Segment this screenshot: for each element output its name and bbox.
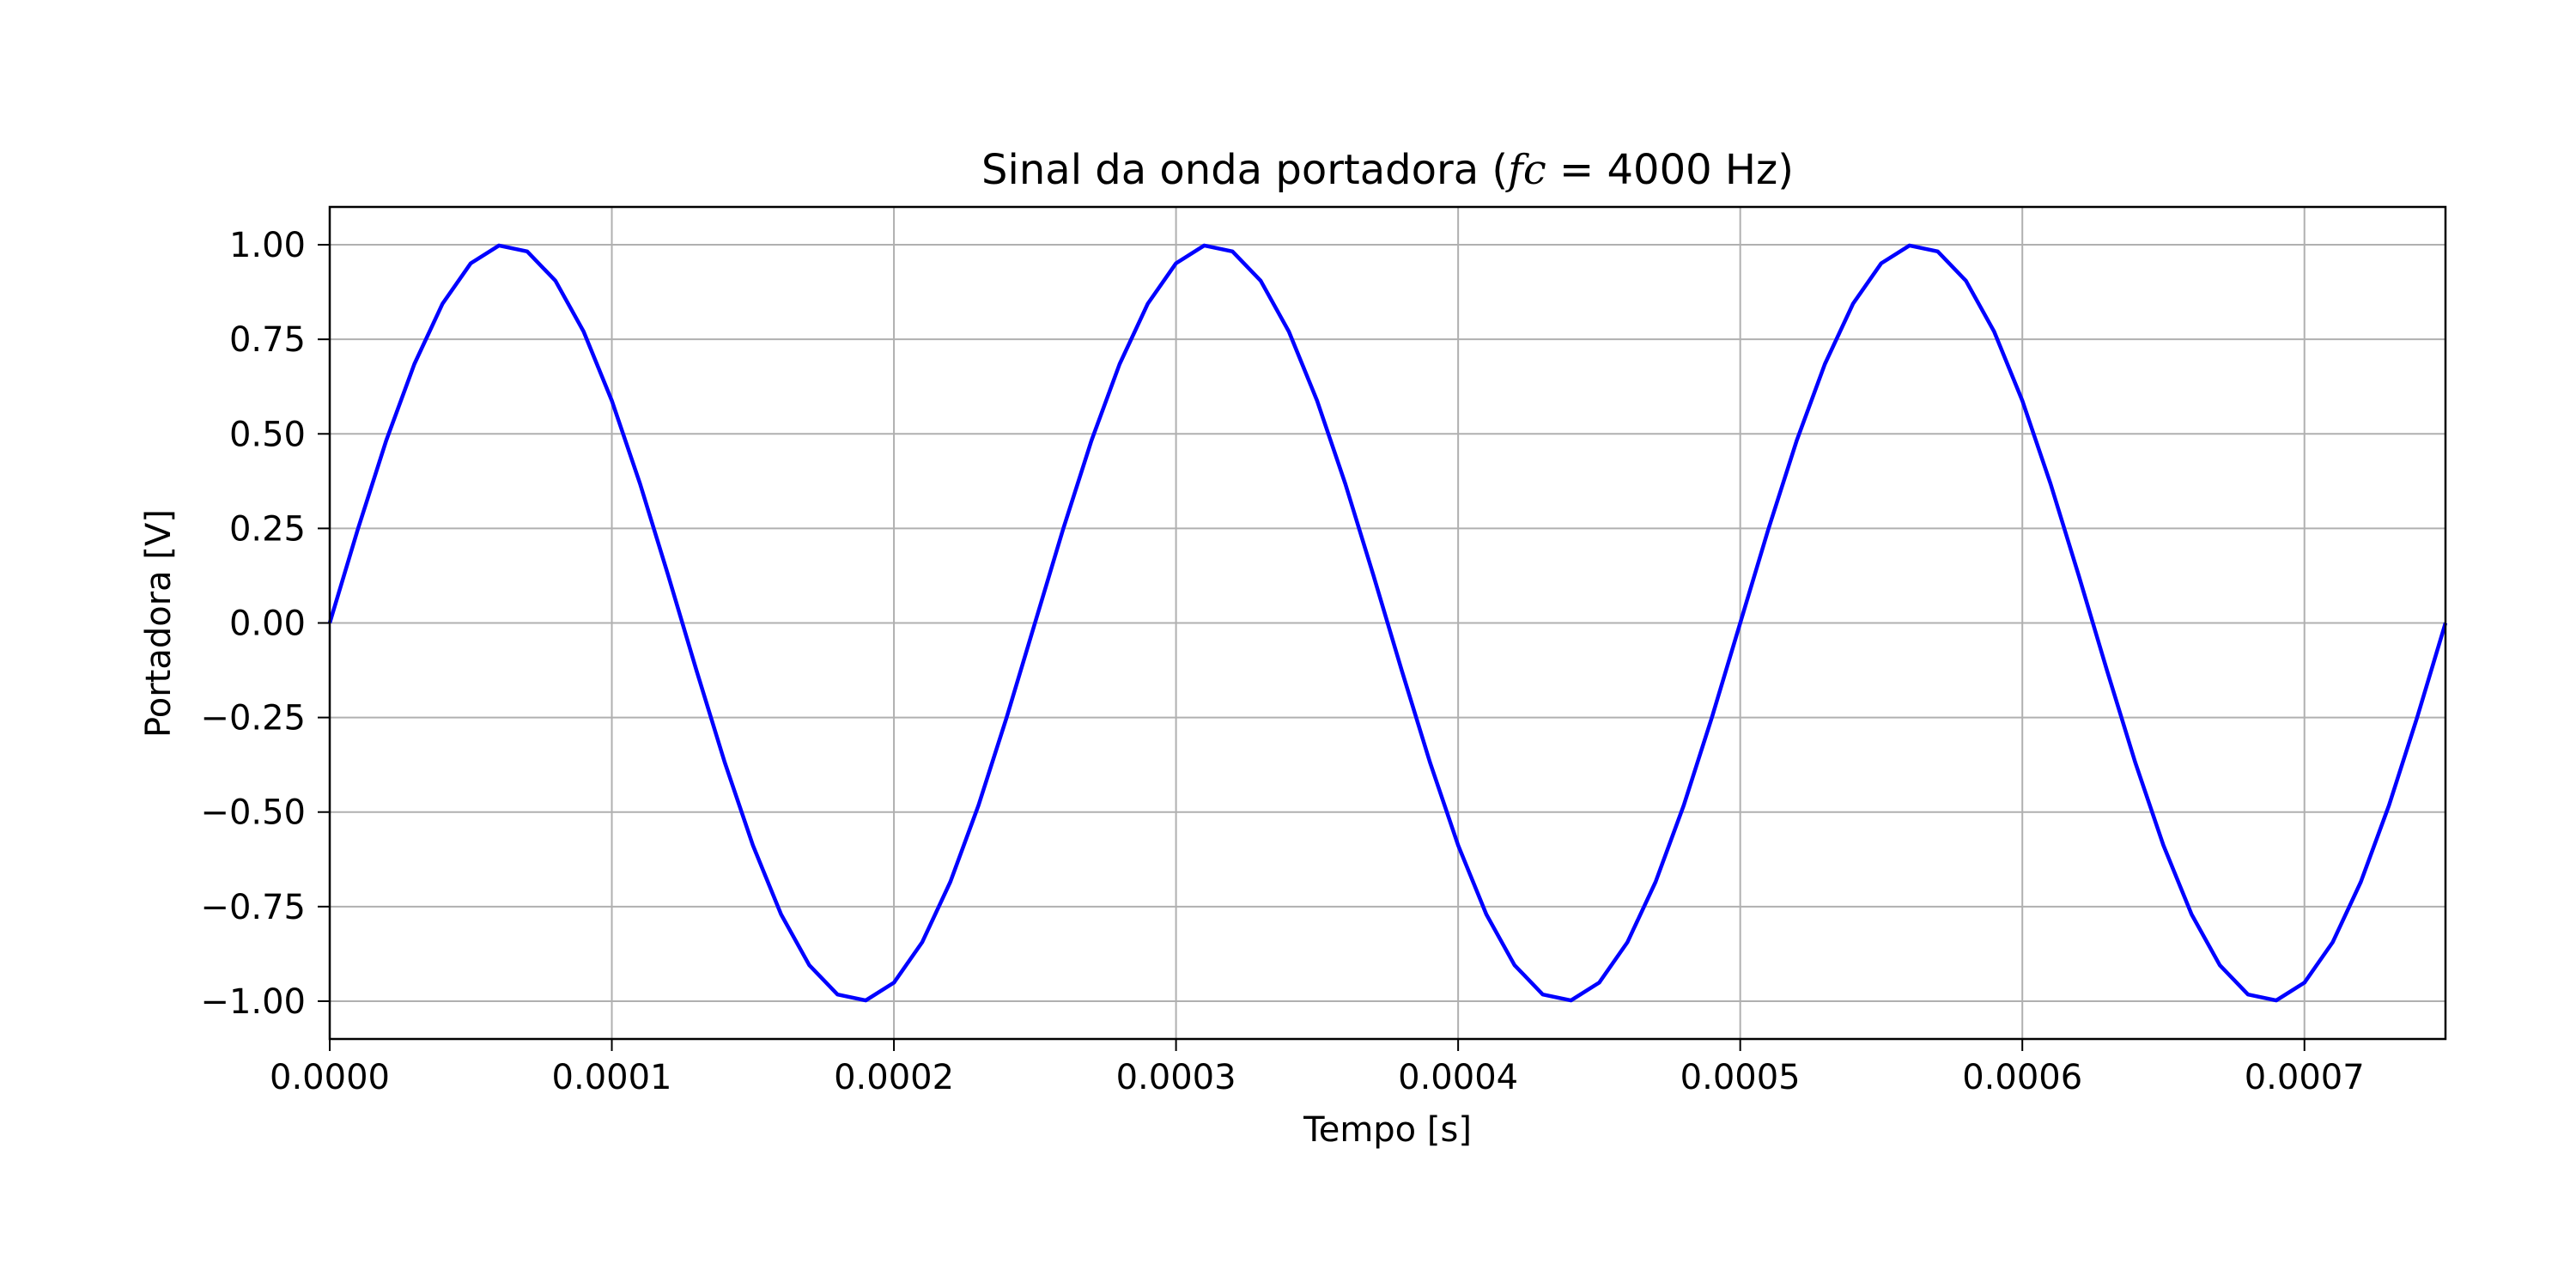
y-axis-label: Portadora [V] [139, 509, 179, 738]
y-tick-label: 1.00 [229, 226, 306, 265]
x-tick-label: 0.0002 [834, 1058, 954, 1097]
x-tick-label: 0.0005 [1680, 1058, 1801, 1097]
chart-title-suffix: = 4000 Hz) [1546, 146, 1794, 194]
x-tick-label: 0.0003 [1116, 1058, 1236, 1097]
series-layer [327, 243, 2448, 1003]
x-tick-label: 0.0001 [552, 1058, 672, 1097]
y-tick-label: −1.00 [200, 982, 306, 1022]
x-tick-label: 0.0006 [1962, 1058, 2082, 1097]
chart-title: Sinal da onda portadora (fc = 4000 Hz) [981, 146, 1794, 194]
y-tick-label: 0.00 [229, 605, 306, 644]
y-tick-label: −0.50 [200, 793, 306, 833]
y-tick-label: 0.25 [229, 509, 306, 549]
y-tick-label: 0.50 [229, 415, 306, 454]
x-axis-label: Tempo [s] [1303, 1110, 1472, 1150]
grid [329, 207, 2445, 1039]
x-tick-label: 0.0007 [2245, 1058, 2365, 1097]
carrier-wave-line [327, 243, 2448, 1003]
x-tick-label: 0.0004 [1398, 1058, 1518, 1097]
y-tick-label: −0.25 [200, 699, 306, 738]
chart-title-math: fc [1505, 146, 1546, 194]
y-tick-label: 0.75 [229, 320, 306, 360]
x-tick-label: 0.0000 [270, 1058, 390, 1097]
ticks: 0.0000 0.0001 0.0002 0.0003 0.0004 0.0005 0.00… [200, 226, 2364, 1097]
chart-title-prefix: Sinal da onda portadora ( [981, 146, 1508, 194]
y-tick-label: −0.75 [200, 888, 306, 927]
